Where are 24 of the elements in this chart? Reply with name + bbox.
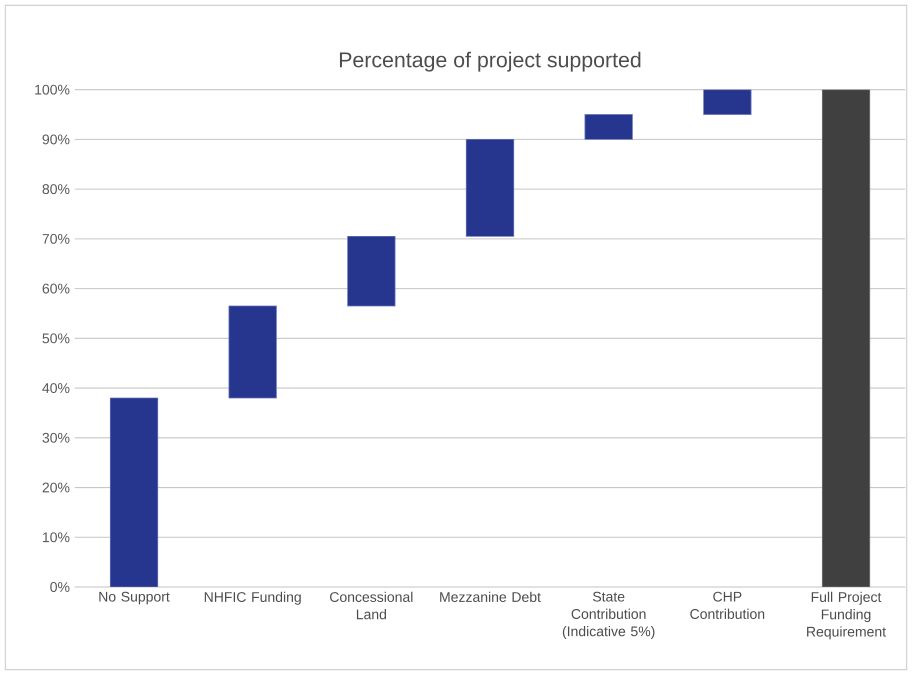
bar xyxy=(347,236,396,306)
y-tick-label: 50% xyxy=(42,333,70,344)
x-tick-label: CHP Contribution xyxy=(690,592,764,619)
y-tick-label: 30% xyxy=(42,432,70,443)
y-tick-label: 20% xyxy=(42,482,70,492)
chart-title: Percentage of project supported xyxy=(340,52,640,72)
x-tick-label: Concessional Land xyxy=(330,592,412,620)
bar xyxy=(466,138,514,237)
x-tick-label: State Contribution (Indicative 5%) xyxy=(562,592,654,640)
y-tick-label: 40% xyxy=(42,383,70,394)
x-tick-label: Mezzanine Debt xyxy=(440,592,541,602)
y-tick-label: 0% xyxy=(50,582,70,592)
x-tick-label: NHFIC Funding xyxy=(204,592,301,605)
y-tick-label: 60% xyxy=(42,284,70,294)
x-tick-label: No Support xyxy=(99,592,170,604)
bar xyxy=(703,90,752,115)
y-tick-label: 70% xyxy=(42,234,70,244)
y-tick-label: 90% xyxy=(42,134,70,144)
bar xyxy=(584,114,633,140)
y-tick-label: 10% xyxy=(43,532,70,542)
y-tick-label: 80% xyxy=(42,184,70,194)
y-tick-label: 100% xyxy=(35,84,70,95)
x-tick-label: Full Project Funding Requirement xyxy=(807,592,886,640)
bar xyxy=(228,306,277,398)
